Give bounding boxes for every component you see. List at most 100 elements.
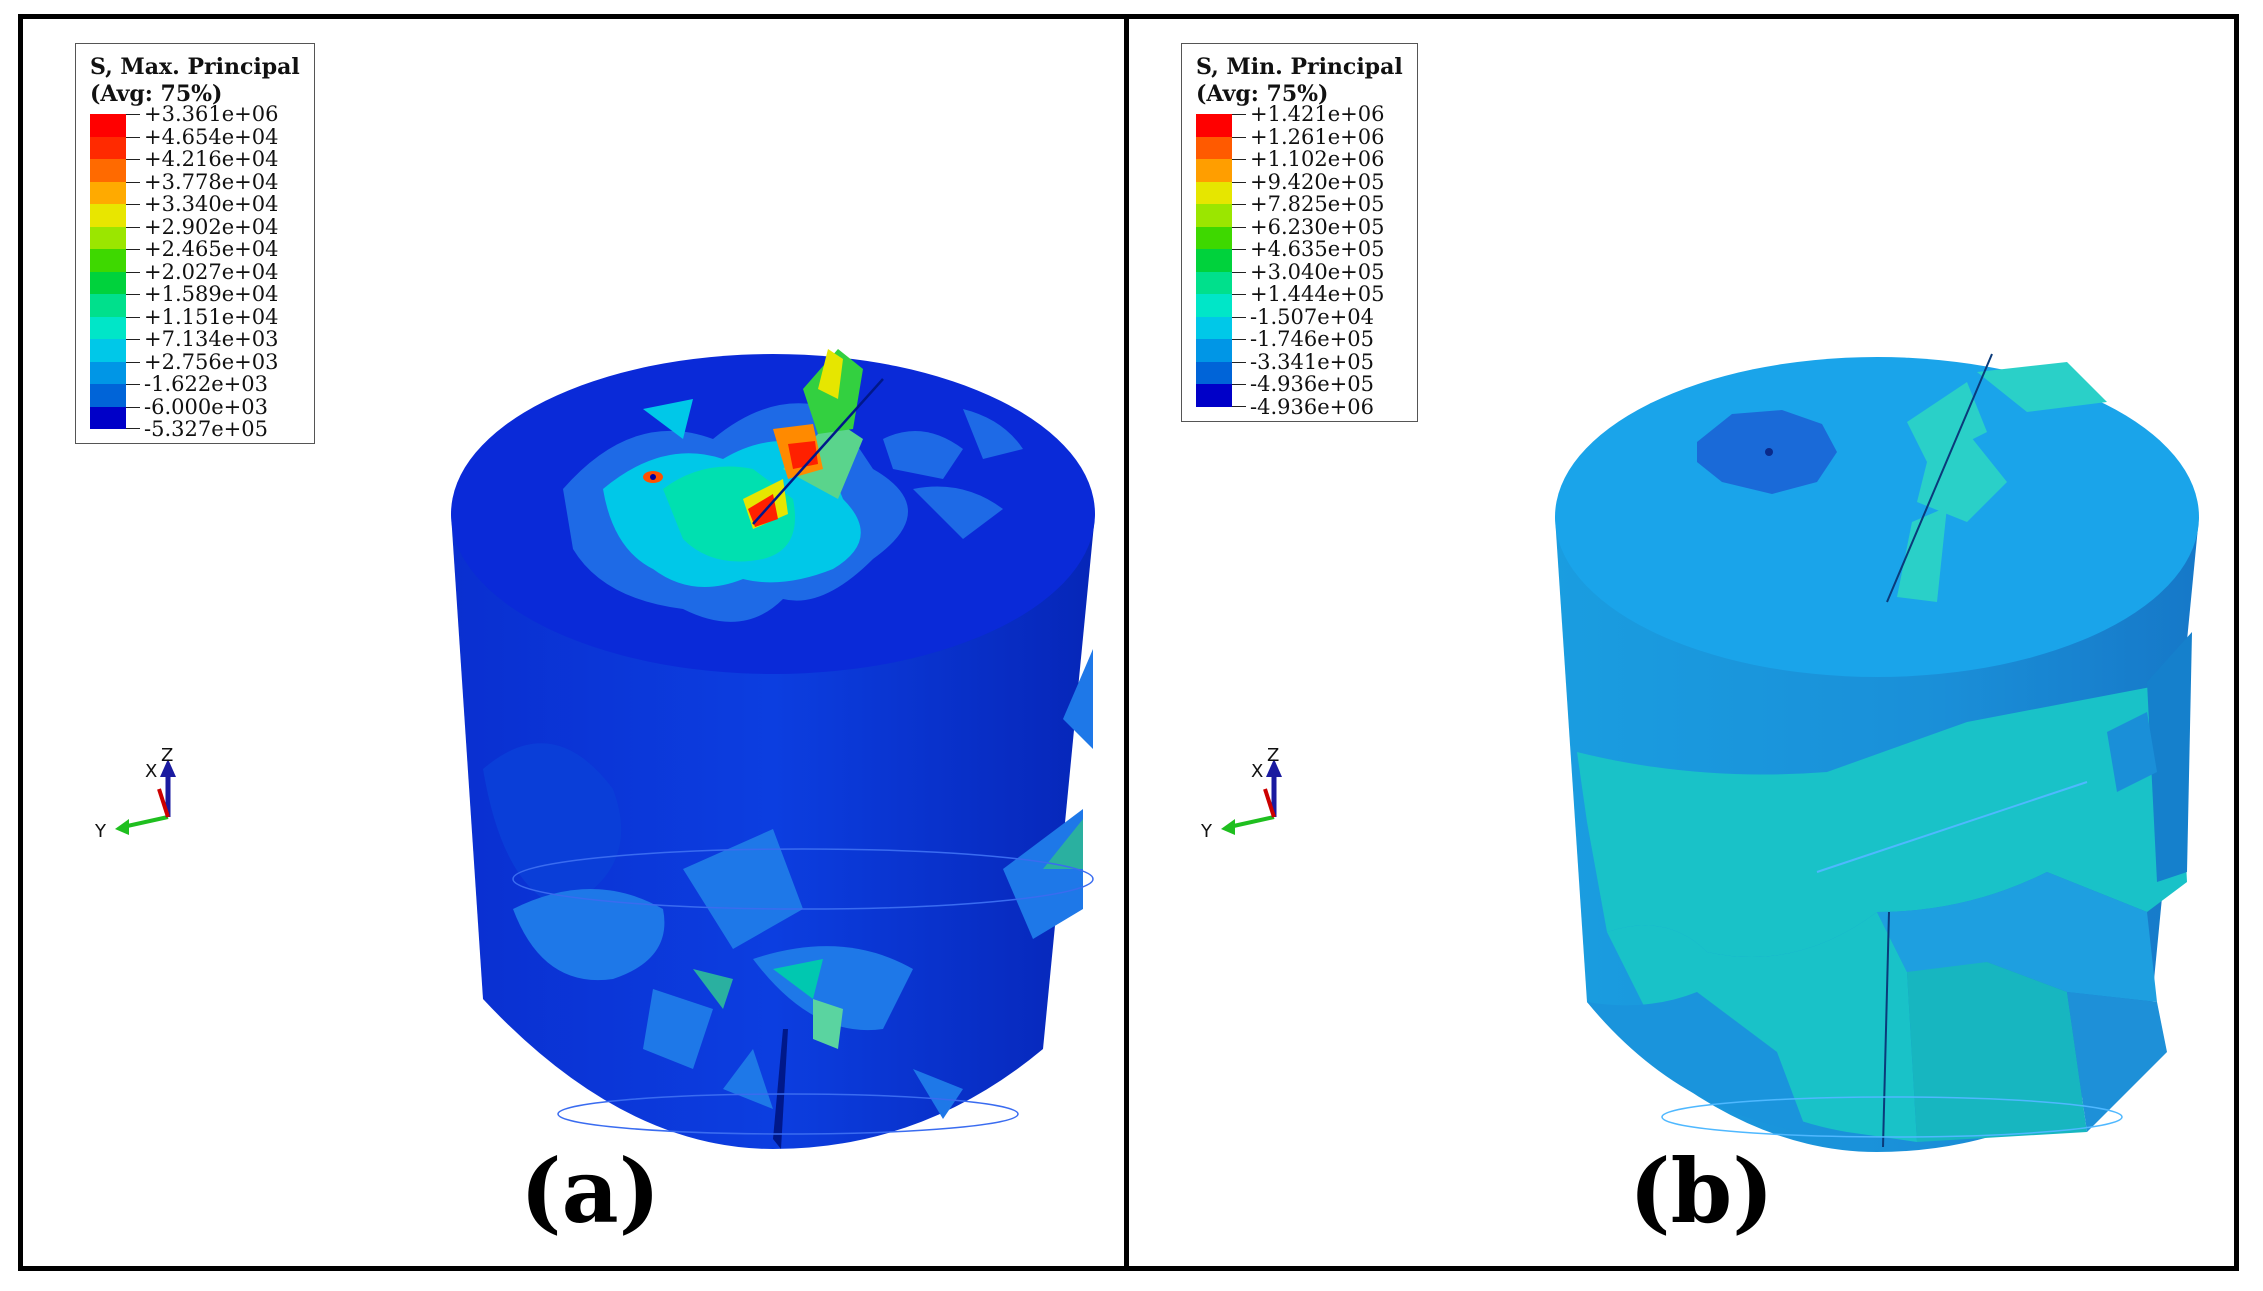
legend-color-scale: +3.361e+06 +4.654e+04 +4.216e+04 +3.778e… bbox=[90, 102, 290, 441]
legend-value: +4.635e+05 bbox=[1250, 237, 1385, 261]
color-swatch bbox=[90, 384, 126, 407]
legend-row: +6.230e+05 bbox=[1196, 215, 1396, 249]
color-swatch bbox=[1196, 294, 1232, 317]
legend-row: +3.040e+05 bbox=[1196, 260, 1396, 294]
legend-title-line2: (Avg: 75%) bbox=[90, 81, 223, 107]
legend-value: +7.825e+05 bbox=[1250, 192, 1385, 216]
color-swatch bbox=[90, 114, 126, 137]
color-swatch bbox=[90, 159, 126, 182]
legend-title-line1: S, Min. Principal bbox=[1196, 54, 1403, 80]
legend-value: -3.341e+05 bbox=[1250, 349, 1374, 374]
axis-y-label: Y bbox=[1200, 821, 1213, 842]
color-swatch bbox=[1196, 361, 1232, 384]
color-swatch bbox=[90, 204, 126, 227]
color-swatch bbox=[1196, 136, 1232, 159]
color-swatch bbox=[90, 339, 126, 362]
cylinder-model-min-principal bbox=[1555, 353, 2199, 1152]
color-swatch bbox=[1196, 204, 1232, 227]
legend-color-scale: +1.421e+06 +1.261e+06 +1.102e+06 +9.420e… bbox=[1196, 102, 1396, 419]
cylinder-model-max-principal bbox=[451, 349, 1095, 1149]
panel-b: S, Min. Principal (Avg: 75%) +1.421e+06 … bbox=[1129, 19, 2234, 1266]
color-swatch bbox=[90, 249, 126, 272]
legend-row: +4.654e+04 bbox=[90, 125, 290, 159]
color-swatch bbox=[1196, 271, 1232, 294]
color-swatch bbox=[1196, 114, 1232, 137]
legend-title-line2: (Avg: 75%) bbox=[1196, 81, 1329, 107]
legend-row: -4.936e+05 -4.936e+06 bbox=[1196, 372, 1396, 419]
color-swatch bbox=[90, 181, 126, 204]
legend-row: +1.444e+05 bbox=[1196, 282, 1396, 317]
legend-value: +6.230e+05 bbox=[1250, 214, 1385, 239]
legend-row: +7.134e+03 bbox=[90, 327, 290, 362]
legend-max-principal: S, Max. Principal (Avg: 75%) +3.361e+06 … bbox=[75, 43, 315, 444]
legend-value: +1.102e+06 bbox=[1250, 147, 1385, 171]
legend-row: +1.261e+06 bbox=[1196, 125, 1396, 159]
legend-value: +3.040e+05 bbox=[1250, 259, 1385, 284]
legend-value: -1.507e+04 bbox=[1250, 304, 1374, 329]
color-swatch bbox=[90, 316, 126, 339]
legend-min-principal: S, Min. Principal (Avg: 75%) +1.421e+06 … bbox=[1181, 43, 1418, 422]
legend-value: -6.000e+03 bbox=[144, 394, 268, 419]
axis-x-label: X bbox=[145, 761, 157, 782]
color-swatch bbox=[1196, 339, 1232, 362]
legend-value: -5.327e+05 bbox=[144, 417, 268, 441]
legend-row: +3.340e+04 bbox=[90, 192, 290, 227]
legend-row: +2.902e+04 bbox=[90, 215, 290, 249]
legend-value: +4.654e+04 bbox=[144, 124, 279, 149]
legend-row: +2.756e+03 bbox=[90, 350, 290, 384]
legend-value: +3.778e+04 bbox=[144, 169, 279, 194]
legend-row: +1.102e+06 bbox=[1196, 147, 1396, 182]
legend-value: +3.361e+06 bbox=[144, 102, 279, 126]
legend-row: +4.635e+05 bbox=[1196, 237, 1396, 272]
legend-value: +3.340e+04 bbox=[144, 192, 279, 216]
legend-row: -6.000e+03 -5.327e+05 bbox=[90, 395, 290, 441]
legend-value: +9.420e+05 bbox=[1250, 169, 1385, 194]
axis-triad: Z X Y bbox=[94, 745, 176, 842]
axis-x-label: X bbox=[1251, 761, 1263, 782]
legend-row: +1.151e+04 bbox=[90, 305, 290, 339]
panel-divider bbox=[1124, 14, 1129, 1271]
legend-row: -1.622e+03 bbox=[90, 372, 290, 407]
legend-value: +2.756e+03 bbox=[144, 349, 279, 374]
legend-value: +2.465e+04 bbox=[144, 237, 279, 261]
legend-value: +1.589e+04 bbox=[144, 282, 279, 306]
color-swatch bbox=[1196, 181, 1232, 204]
axis-triad: Z X Y bbox=[1200, 745, 1282, 842]
legend-row: +9.420e+05 bbox=[1196, 170, 1396, 204]
legend-value: +4.216e+04 bbox=[144, 147, 279, 171]
legend-row: -1.746e+05 bbox=[1196, 327, 1396, 362]
axis-z-label: Z bbox=[161, 745, 173, 766]
color-swatch bbox=[1196, 159, 1232, 182]
legend-value: +2.902e+04 bbox=[144, 214, 279, 239]
panel-label-a: (a) bbox=[520, 1139, 661, 1243]
color-swatch bbox=[90, 294, 126, 317]
legend-value: +1.261e+06 bbox=[1250, 124, 1385, 149]
color-swatch bbox=[1196, 226, 1232, 249]
legend-row: +1.589e+04 bbox=[90, 282, 290, 317]
axis-y-label: Y bbox=[94, 821, 107, 842]
legend-row: +3.778e+04 bbox=[90, 170, 290, 204]
color-swatch bbox=[1196, 384, 1232, 407]
legend-row: +2.027e+04 bbox=[90, 260, 290, 294]
legend-row: +3.361e+06 bbox=[90, 102, 290, 137]
legend-value: +1.444e+05 bbox=[1250, 282, 1385, 306]
legend-row: -3.341e+05 bbox=[1196, 350, 1396, 384]
color-swatch bbox=[1196, 249, 1232, 272]
color-swatch bbox=[1196, 316, 1232, 339]
legend-row: +7.825e+05 bbox=[1196, 192, 1396, 227]
panel-label-b: (b) bbox=[1629, 1139, 1774, 1243]
legend-value: -1.622e+03 bbox=[144, 372, 268, 396]
legend-value: +2.027e+04 bbox=[144, 259, 279, 284]
color-swatch bbox=[90, 361, 126, 384]
legend-value: -4.936e+05 bbox=[1250, 372, 1374, 396]
legend-value: +1.151e+04 bbox=[144, 304, 279, 329]
legend-title-line1: S, Max. Principal bbox=[90, 54, 300, 80]
legend-row: +2.465e+04 bbox=[90, 237, 290, 272]
axis-z-label: Z bbox=[1267, 745, 1279, 766]
color-swatch bbox=[90, 406, 126, 429]
legend-value: +7.134e+03 bbox=[144, 327, 279, 351]
color-swatch bbox=[90, 136, 126, 159]
legend-value: +1.421e+06 bbox=[1250, 102, 1385, 126]
legend-value: -1.746e+05 bbox=[1250, 327, 1374, 351]
legend-row: -1.507e+04 bbox=[1196, 305, 1396, 339]
